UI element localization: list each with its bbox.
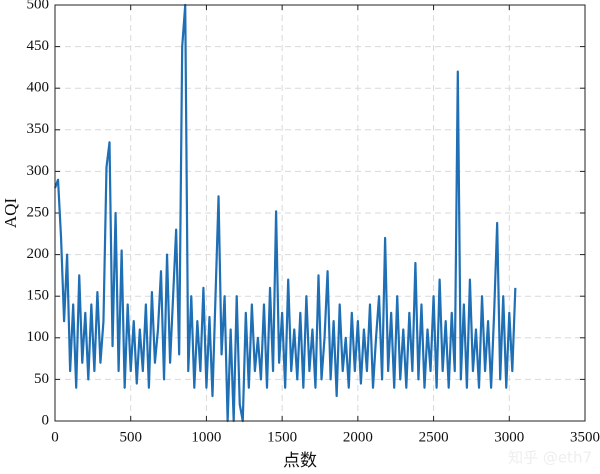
x-tick-label: 0 — [51, 429, 59, 445]
y-axis-label: AQI — [1, 198, 20, 229]
y-tick-label: 300 — [27, 163, 50, 179]
x-tick-label: 2000 — [343, 429, 373, 445]
watermark: 知乎 @eth7 — [508, 449, 592, 467]
y-tick-label: 0 — [42, 412, 50, 428]
y-tick-label: 350 — [27, 121, 50, 137]
x-tick-label: 2500 — [419, 429, 449, 445]
y-tick-label: 400 — [27, 80, 50, 96]
y-tick-label: 100 — [27, 329, 50, 345]
x-tick-label: 3500 — [570, 429, 600, 445]
data-line — [53, 3, 517, 423]
y-tick-label: 500 — [27, 0, 50, 12]
x-axis-label: 点数 — [283, 451, 317, 470]
y-tick-label: 50 — [34, 371, 49, 387]
y-tick-label: 200 — [27, 246, 50, 262]
y-tick-label: 150 — [27, 288, 50, 304]
x-tick-label: 1000 — [191, 429, 221, 445]
x-tick-label: 3000 — [494, 429, 524, 445]
y-tick-label: 450 — [27, 38, 50, 54]
y-tick-label: 250 — [27, 204, 50, 220]
x-tick-label: 500 — [119, 429, 142, 445]
x-tick-label: 1500 — [267, 429, 297, 445]
plot-frame — [54, 4, 586, 422]
